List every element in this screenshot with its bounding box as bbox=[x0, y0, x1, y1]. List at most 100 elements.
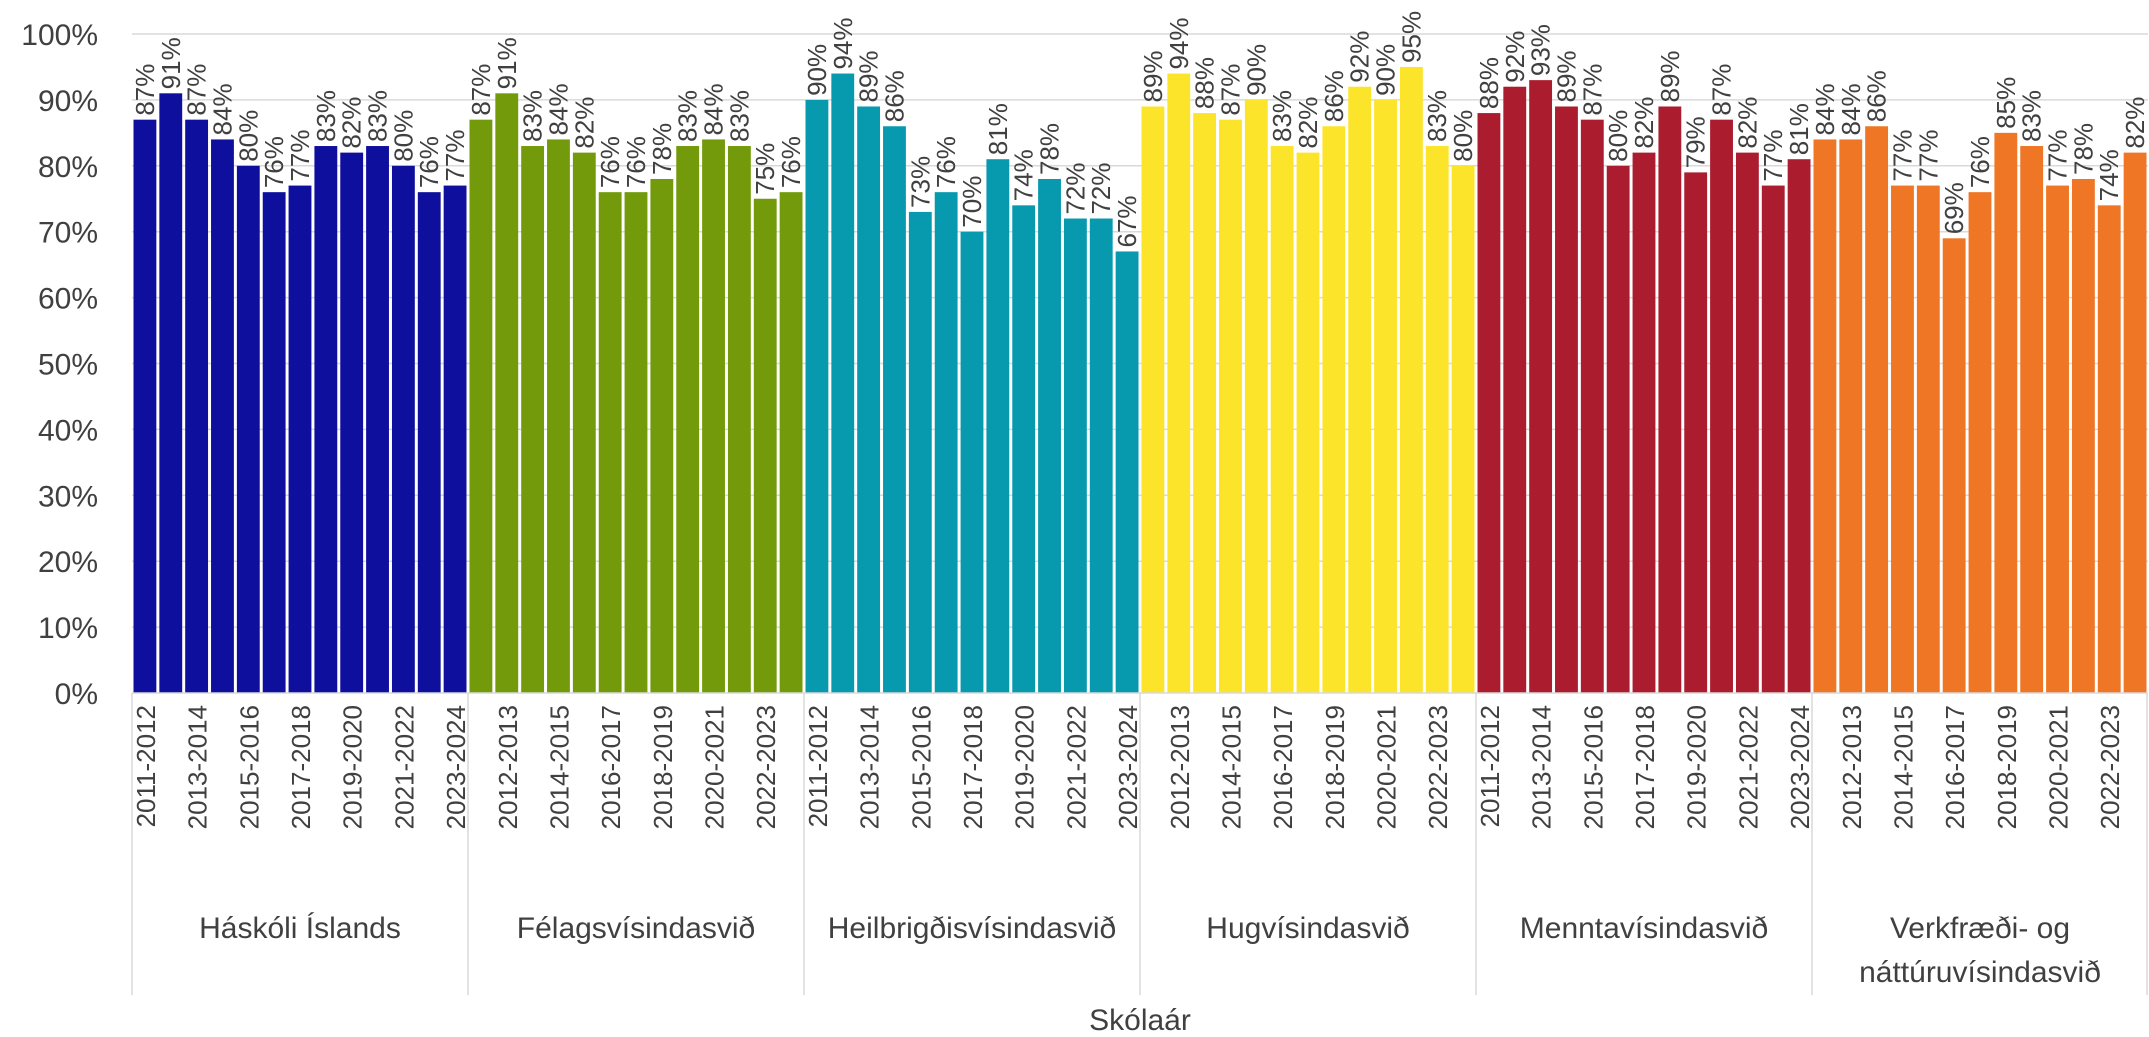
data-label: 82% bbox=[337, 97, 367, 149]
bar bbox=[1115, 251, 1139, 693]
data-label: 89% bbox=[1138, 50, 1168, 102]
group-label: Hugvísindasvið bbox=[1206, 912, 1409, 945]
y-axis: 0% 10% 20% 30% 40% 50% 60% 70% 80% 90% 100% bbox=[21, 19, 98, 711]
bar bbox=[1193, 113, 1217, 693]
data-label: 80% bbox=[388, 110, 418, 162]
data-label: 76% bbox=[931, 136, 961, 188]
data-label: 77% bbox=[1758, 130, 1788, 182]
x-tick-label: 2012-2013 bbox=[1165, 705, 1195, 829]
data-label: 95% bbox=[1396, 11, 1426, 63]
x-tick-label: 2023-2024 bbox=[1113, 705, 1143, 829]
data-label: 74% bbox=[1009, 149, 1039, 201]
x-tick-label: 2011-2012 bbox=[803, 705, 833, 827]
data-label: 92% bbox=[1345, 31, 1375, 83]
x-tick-label: 2011-2012 bbox=[1475, 705, 1505, 827]
bar bbox=[1761, 185, 1785, 693]
bar bbox=[831, 73, 855, 694]
data-label: 77% bbox=[285, 130, 315, 182]
bar bbox=[1994, 132, 2018, 694]
bar bbox=[1038, 178, 1061, 694]
gridlines bbox=[132, 33, 2148, 628]
data-label: 77% bbox=[1913, 130, 1943, 182]
bar bbox=[2097, 205, 2121, 693]
data-label: 80% bbox=[233, 110, 263, 162]
bar bbox=[521, 146, 545, 693]
bar bbox=[1089, 218, 1113, 693]
data-label: 77% bbox=[2043, 130, 2073, 182]
x-tick-label: 2021-2022 bbox=[1061, 705, 1091, 829]
y-tick-label: 0% bbox=[55, 678, 98, 711]
x-tick-label: 2017-2018 bbox=[958, 705, 988, 829]
data-label: 91% bbox=[156, 37, 186, 89]
bar bbox=[1141, 106, 1165, 694]
bar bbox=[805, 99, 829, 693]
data-label: 93% bbox=[1526, 24, 1556, 76]
data-label: 67% bbox=[1112, 195, 1142, 247]
data-label: 77% bbox=[440, 130, 470, 182]
x-tick-label: 2021-2022 bbox=[1733, 705, 1763, 829]
x-tick-label: 2019-2020 bbox=[338, 705, 368, 829]
data-label: 72% bbox=[1086, 162, 1116, 214]
data-label: 83% bbox=[363, 90, 393, 142]
bar bbox=[1606, 165, 1630, 694]
data-label: 82% bbox=[2120, 97, 2149, 149]
x-tick-label: 2023-2024 bbox=[441, 705, 471, 829]
bar bbox=[934, 192, 958, 693]
data-label: 84% bbox=[699, 83, 729, 135]
bar bbox=[572, 152, 596, 693]
bar bbox=[1916, 185, 1940, 693]
x-axis-title: Skólaár bbox=[1089, 1004, 1191, 1037]
x-tick-label: 2015-2016 bbox=[234, 705, 264, 829]
x-tick-label: 2014-2015 bbox=[1216, 705, 1246, 829]
x-tick-label: 2020-2021 bbox=[1372, 705, 1402, 829]
bar bbox=[1684, 172, 1708, 693]
group-label: Háskóli Íslands bbox=[199, 912, 401, 945]
data-label: 88% bbox=[1190, 57, 1220, 109]
data-label: 83% bbox=[518, 90, 548, 142]
bar bbox=[547, 139, 570, 693]
data-label: 76% bbox=[259, 136, 289, 188]
data-label: 86% bbox=[879, 70, 909, 122]
x-tick-label: 2023-2024 bbox=[1785, 705, 1815, 829]
data-label: 76% bbox=[414, 136, 444, 188]
data-label: 94% bbox=[1164, 17, 1194, 69]
bar bbox=[314, 146, 338, 693]
y-tick-label: 90% bbox=[38, 85, 98, 118]
x-tick-label: 2014-2015 bbox=[1888, 705, 1918, 829]
y-tick-label: 30% bbox=[38, 480, 98, 513]
bar bbox=[1891, 185, 1914, 693]
data-label: 84% bbox=[1810, 83, 1840, 135]
x-tick-label: 2016-2017 bbox=[1268, 705, 1298, 829]
y-tick-label: 40% bbox=[38, 414, 98, 447]
bar bbox=[1012, 205, 1036, 693]
y-tick-label: 60% bbox=[38, 283, 98, 316]
x-tick-label: 2012-2013 bbox=[1837, 705, 1867, 829]
bar bbox=[1580, 119, 1604, 694]
bar bbox=[1529, 80, 1553, 693]
data-label: 79% bbox=[1681, 116, 1711, 168]
data-label: 69% bbox=[1939, 182, 1969, 234]
bar bbox=[650, 178, 674, 694]
bar bbox=[1942, 238, 1966, 694]
group-label: Félagsvísindasvið bbox=[517, 912, 755, 945]
bar bbox=[262, 192, 286, 693]
x-tick-label: 2020-2021 bbox=[2044, 705, 2074, 829]
bar bbox=[1710, 119, 1733, 694]
bar bbox=[857, 106, 881, 694]
x-tick-label: 2018-2019 bbox=[648, 705, 678, 829]
bar bbox=[2046, 185, 2069, 693]
x-tick-label: 2012-2013 bbox=[493, 705, 523, 829]
group-label: náttúruvísindasvið bbox=[1859, 956, 2101, 989]
bar bbox=[340, 152, 364, 693]
bar bbox=[1477, 113, 1501, 693]
bar bbox=[624, 192, 648, 693]
data-label: 76% bbox=[621, 136, 651, 188]
data-label: 92% bbox=[1500, 31, 1530, 83]
bar bbox=[1374, 99, 1397, 693]
data-label: 82% bbox=[1629, 97, 1659, 149]
bar bbox=[133, 119, 157, 694]
data-label: 91% bbox=[492, 37, 522, 89]
data-label: 70% bbox=[957, 176, 987, 228]
bar bbox=[1322, 126, 1346, 693]
